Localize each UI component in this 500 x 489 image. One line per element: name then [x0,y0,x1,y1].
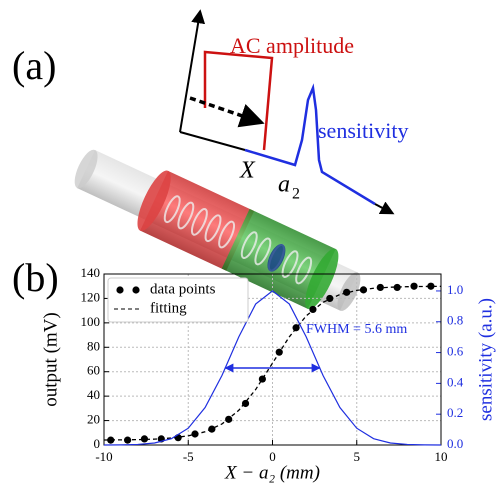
y-tick-label: 100 [81,314,101,329]
sensitivity-label: sensitivity [318,118,408,143]
amplitude-label: AC amplitude [230,33,354,58]
legend-marker [132,286,140,294]
sensitivity-line [103,290,442,446]
data-point [208,425,216,433]
y2-tick-label: 0.2 [447,405,463,420]
y2-tick-label: 0.4 [447,374,464,389]
data-point [343,288,351,296]
legend-label: fitting [150,300,187,316]
legend: data points fitting [107,277,249,323]
plot-frame [103,273,442,446]
diagram: (a) AC amplitude sensitivity X a 2 [12,9,408,311]
data-point [241,399,250,408]
sample [267,243,286,272]
y-tick-label: 20 [87,412,100,427]
axis-arrow [374,201,395,215]
vertical-axis [179,9,206,133]
y-tick-label: 120 [81,289,101,304]
y-tick-label: 60 [87,363,100,378]
axis-line [179,131,246,151]
x-tick-label: 0 [269,449,276,464]
y-tick-label: 140 [81,265,101,280]
data-point [140,435,149,443]
panel-label: (a) [12,43,56,88]
data-point [107,436,115,444]
x-tick-label: -5 [183,449,194,464]
x-tick-label: 5 [354,449,361,464]
tube-end [74,149,98,189]
x-axis-label: X − a₂ (mm) [224,462,320,483]
y-tick-label: 40 [87,387,100,402]
y-axis-label: output (mV) [40,312,61,406]
y2-tick-label: 0.0 [447,436,463,451]
fwhm-label: FWHM = 5.6 mm [306,322,407,337]
coil-assembly [74,149,361,311]
data-point [309,305,317,314]
y-tick-label: 80 [87,338,100,353]
legend-box [107,277,249,323]
data-point [393,283,401,292]
legend-marker [116,286,124,294]
x-tick-label: -10 [95,449,112,464]
fit-line [103,285,442,441]
red-coil-end [137,170,171,231]
center-subscript: 2 [292,186,300,203]
x-tick-label: 10 [435,449,448,464]
y-tick-label: 0 [94,436,101,451]
position-label: X [239,158,256,184]
center-label: a [278,172,290,198]
y2-tick-label: 1.0 [447,282,463,297]
legend-label: data points [150,281,216,297]
y2-axis-label: sensitivity (a.u.) [475,298,496,421]
panel-label: (b) [12,255,59,300]
data-point [326,294,334,303]
sensitivity-curve [244,83,376,206]
amplitude-step [203,50,274,151]
y2-tick-label: 0.8 [447,313,463,328]
data-point [427,282,435,290]
data-point [258,375,266,383]
green-coil-end [305,248,339,310]
motion-arrow [189,96,265,128]
y2-tick-label: 0.6 [447,344,464,359]
